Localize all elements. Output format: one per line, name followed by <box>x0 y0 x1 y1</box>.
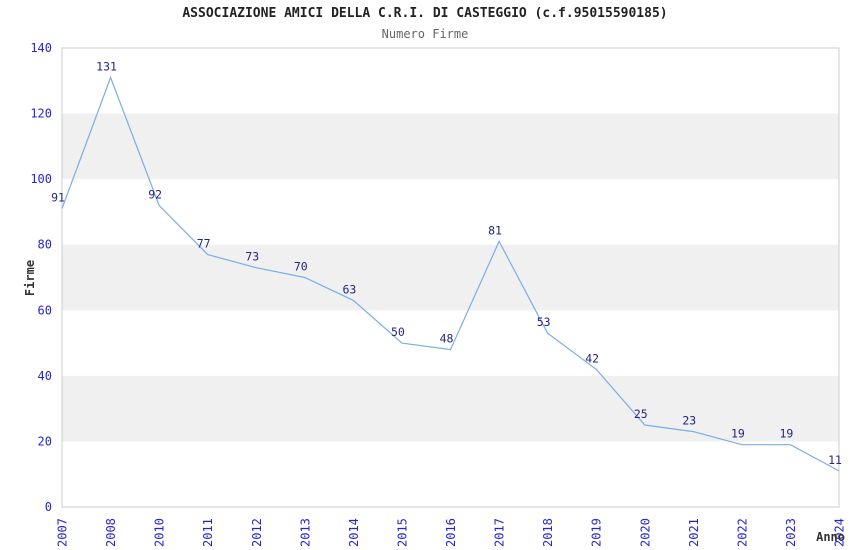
chart-title: ASSOCIAZIONE AMICI DELLA C.R.I. DI CASTE… <box>182 6 668 21</box>
svg-text:2007: 2007 <box>56 518 70 547</box>
svg-text:2010: 2010 <box>153 518 167 547</box>
svg-text:2011: 2011 <box>201 518 215 547</box>
svg-text:2024: 2024 <box>833 518 847 547</box>
svg-text:2022: 2022 <box>735 518 749 547</box>
svg-text:77: 77 <box>197 237 211 251</box>
svg-text:2018: 2018 <box>541 518 555 547</box>
data-series-line <box>61 75 840 472</box>
svg-text:23: 23 <box>682 414 696 428</box>
svg-text:120: 120 <box>30 107 52 121</box>
svg-text:2017: 2017 <box>493 518 507 547</box>
svg-text:81: 81 <box>488 223 502 237</box>
svg-text:140: 140 <box>30 41 52 55</box>
svg-text:80: 80 <box>38 238 52 252</box>
svg-text:20: 20 <box>38 434 52 448</box>
svg-text:2008: 2008 <box>104 518 118 547</box>
svg-text:92: 92 <box>148 187 162 201</box>
svg-text:48: 48 <box>440 332 454 346</box>
svg-text:50: 50 <box>391 325 405 339</box>
svg-text:53: 53 <box>537 315 551 329</box>
svg-text:2020: 2020 <box>638 518 652 547</box>
data-labels: 91 131 92 77 73 70 63 50 48 81 53 42 25 23 19 19 11 <box>51 60 842 467</box>
svg-text:19: 19 <box>780 427 794 441</box>
x-tick-labels: 2007 2008 2010 2011 2012 2013 2014 2015 2016 2017… <box>56 518 847 547</box>
svg-text:2015: 2015 <box>395 518 409 547</box>
svg-text:40: 40 <box>38 369 52 383</box>
svg-text:0: 0 <box>45 500 52 514</box>
svg-text:11: 11 <box>828 453 842 467</box>
svg-text:2016: 2016 <box>444 518 458 547</box>
y-axis-title: Firme <box>23 259 37 297</box>
svg-text:60: 60 <box>38 303 52 317</box>
svg-text:73: 73 <box>245 250 259 264</box>
svg-text:2021: 2021 <box>687 518 701 547</box>
svg-text:25: 25 <box>634 407 648 421</box>
svg-text:19: 19 <box>731 427 745 441</box>
svg-text:91: 91 <box>51 191 65 205</box>
plot-bands <box>62 113 839 442</box>
plot-border <box>61 47 840 508</box>
svg-text:100: 100 <box>30 172 52 186</box>
chart-subtitle: Numero Firme <box>381 27 469 41</box>
svg-text:63: 63 <box>342 282 356 296</box>
svg-text:2019: 2019 <box>590 518 604 547</box>
y-tick-labels: 0 20 40 60 80 100 120 140 <box>30 41 52 514</box>
svg-text:2012: 2012 <box>250 518 264 547</box>
svg-text:2014: 2014 <box>347 518 361 547</box>
svg-text:70: 70 <box>294 260 308 274</box>
svg-text:131: 131 <box>96 60 117 74</box>
svg-text:2023: 2023 <box>784 518 798 547</box>
svg-text:2013: 2013 <box>298 518 312 547</box>
svg-text:42: 42 <box>585 351 599 365</box>
x-axis-title: Anno <box>816 530 845 544</box>
